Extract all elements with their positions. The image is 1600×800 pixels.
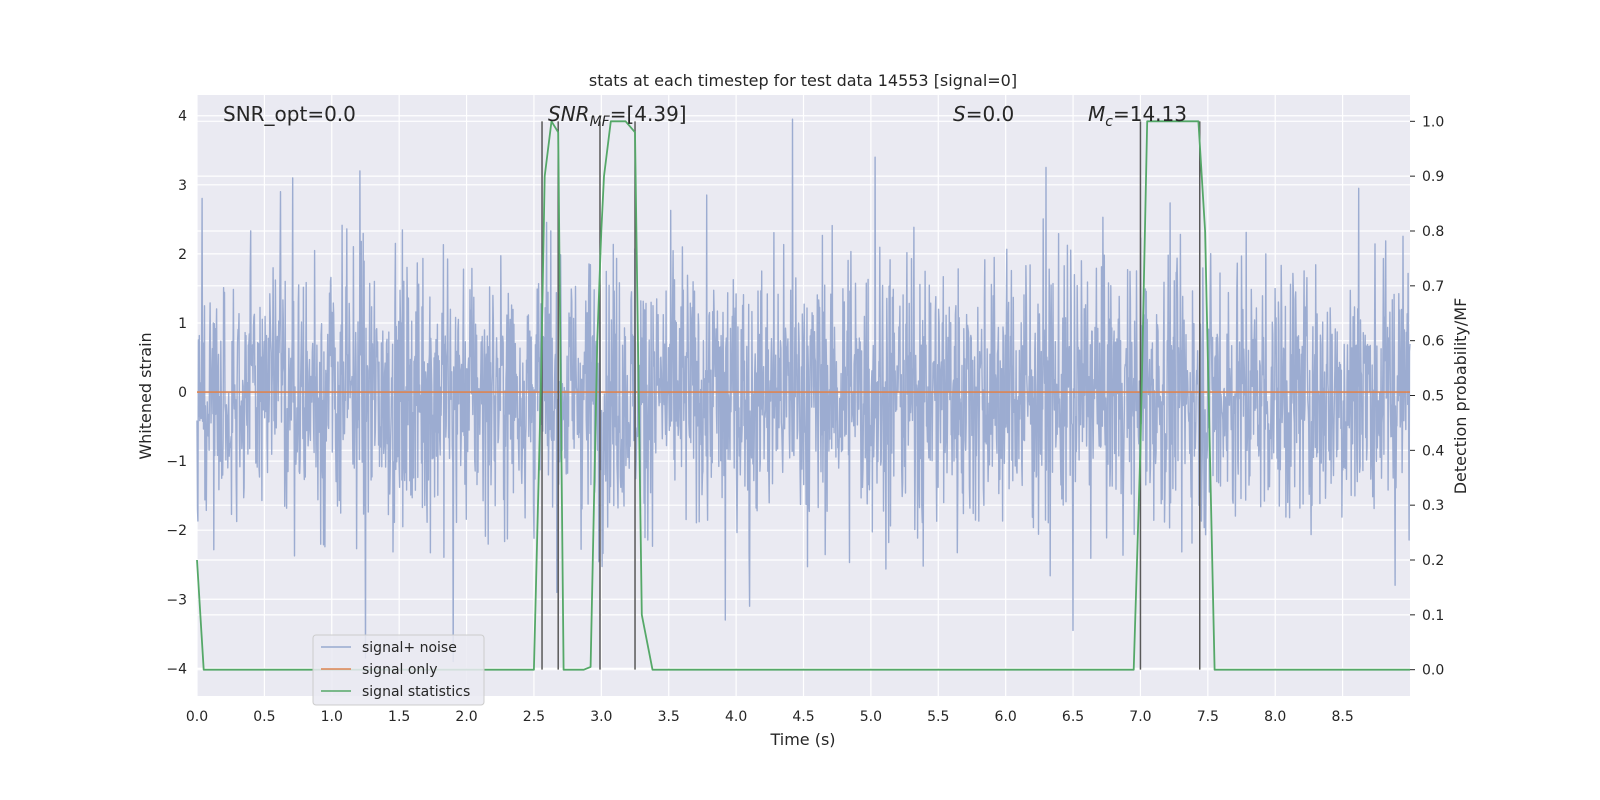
annotation-snr-mf-value: =[4.39] xyxy=(610,102,687,126)
legend-box xyxy=(312,634,485,706)
x-axis-label: Time (s) xyxy=(769,730,835,749)
annotation-mc-value: =14.13 xyxy=(1113,102,1187,126)
x-tick-label: 0.0 xyxy=(186,709,208,725)
x-tick-label: 5.5 xyxy=(927,709,949,725)
x-tick-label: 3.0 xyxy=(590,709,612,725)
x-tick-label: 8.5 xyxy=(1331,709,1353,725)
annotation-s-value: =0.0 xyxy=(966,102,1015,126)
legend-label-signal-noise: signal+ noise xyxy=(362,640,457,656)
annotation-s-symbol: S xyxy=(953,102,966,126)
y2-tick-label: 0.8 xyxy=(1422,224,1444,240)
x-tick-label: 1.5 xyxy=(388,709,410,725)
y-tick-label: 3 xyxy=(178,178,187,194)
x-tick-label: 5.0 xyxy=(860,709,882,725)
y2-axis-label: Detection probability/MF xyxy=(1451,298,1470,495)
y-tick-label: −4 xyxy=(166,661,187,677)
chart-title: stats at each timestep for test data 145… xyxy=(589,71,1017,90)
x-tick-label: 4.5 xyxy=(792,709,814,725)
annotation-snr-mf-sub: MF xyxy=(590,114,611,130)
signal-statistics-line xyxy=(196,120,1410,671)
legend: signal+ noise signal only signal statist… xyxy=(312,634,485,706)
annotation-snr-mf: SNRMF=[4.39] xyxy=(548,102,687,130)
y-tick-label: −2 xyxy=(166,523,187,539)
y-axis-label: Whitened strain xyxy=(136,332,155,459)
x-tick-label: 3.5 xyxy=(658,709,680,725)
annotation-s: S=0.0 xyxy=(953,102,1014,126)
annotation-snr-mf-base: SNR xyxy=(548,102,590,126)
y-tick-label: 2 xyxy=(178,247,187,263)
y-axis-ticks: 4 3 2 1 0 −1 −2 −3 −4 xyxy=(166,109,187,678)
x-axis-ticks: 0.0 0.5 1.0 1.5 2.0 2.5 3.0 3.5 4.0 4.5 5.0 5.5 6.0 6… xyxy=(186,709,1354,725)
annotation-snr-opt: SNR_opt=0.0 xyxy=(223,102,356,126)
y-tick-label: −1 xyxy=(166,454,187,470)
y-tick-label: 0 xyxy=(178,385,187,401)
legend-label-signal-only: signal only xyxy=(362,662,437,678)
x-tick-label: 6.0 xyxy=(995,709,1017,725)
annotation-mc-base: M xyxy=(1088,102,1105,126)
y2-axis-ticks: 1.0 0.9 0.8 0.7 0.6 0.5 0.4 0.3 0.2 0.1 0.0 xyxy=(1410,114,1444,679)
legend-label-signal-statistics: signal statistics xyxy=(362,684,470,700)
x-tick-label: 8.0 xyxy=(1264,709,1286,725)
y2-tick-label: 0.3 xyxy=(1422,498,1444,514)
y2-tick-label: 0.4 xyxy=(1422,443,1444,459)
y2-tick-label: 0.2 xyxy=(1422,553,1444,569)
y-tick-label: −3 xyxy=(166,592,187,608)
y2-tick-label: 1.0 xyxy=(1422,114,1444,130)
x-tick-label: 7.5 xyxy=(1197,709,1219,725)
x-tick-label: 7.0 xyxy=(1129,709,1151,725)
y2-tick-label: 0.5 xyxy=(1422,389,1444,405)
y-tick-label: 1 xyxy=(178,316,187,332)
x-tick-label: 4.0 xyxy=(725,709,747,725)
y2-tick-label: 0.7 xyxy=(1422,279,1444,295)
x-tick-label: 2.0 xyxy=(455,709,477,725)
y-tick-label: 4 xyxy=(178,109,187,125)
x-tick-label: 6.5 xyxy=(1062,709,1084,725)
annotation-mc: Mc=14.13 xyxy=(1088,102,1187,130)
y2-tick-label: 0.1 xyxy=(1422,608,1444,624)
y2-tick-label: 0.6 xyxy=(1422,334,1444,350)
annotation-mc-sub: c xyxy=(1105,114,1113,130)
x-tick-label: 1.0 xyxy=(321,709,343,725)
x-tick-label: 2.5 xyxy=(523,709,545,725)
y2-tick-label: 0.0 xyxy=(1422,663,1444,679)
signal-statistics-series xyxy=(196,120,1410,671)
x-tick-label: 0.5 xyxy=(253,709,275,725)
y2-tick-label: 0.9 xyxy=(1422,169,1444,185)
